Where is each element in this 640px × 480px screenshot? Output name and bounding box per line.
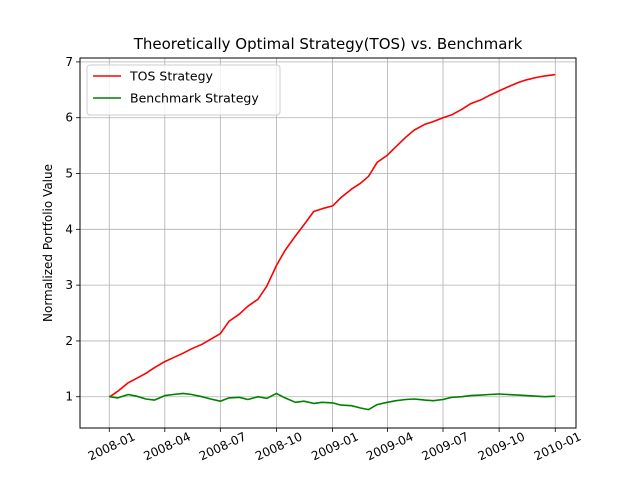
legend-label: Benchmark Strategy [130,91,259,106]
series-line-0 [109,73,556,398]
y-axis-label: Normalized Portfolio Value [41,164,55,322]
legend-box [86,64,281,116]
y-tick-label: 3 [65,278,73,292]
y-tick-label: 6 [65,111,73,125]
y-tick-label: 4 [65,222,73,236]
y-tick-label: 2 [65,334,73,348]
legend-label: TOS Strategy [129,69,214,84]
y-tick-label: 5 [65,167,73,181]
series-line-1 [109,392,556,411]
legend: TOS Strategy Benchmark Strategy [86,64,281,116]
grid-lines [80,58,576,428]
chart-title: Theoretically Optimal Strategy(TOS) vs. … [133,35,523,53]
y-tick-label: 1 [65,390,73,404]
series-lines [109,73,556,411]
y-tick-label: 7 [65,55,73,69]
plot-frame [79,57,577,429]
